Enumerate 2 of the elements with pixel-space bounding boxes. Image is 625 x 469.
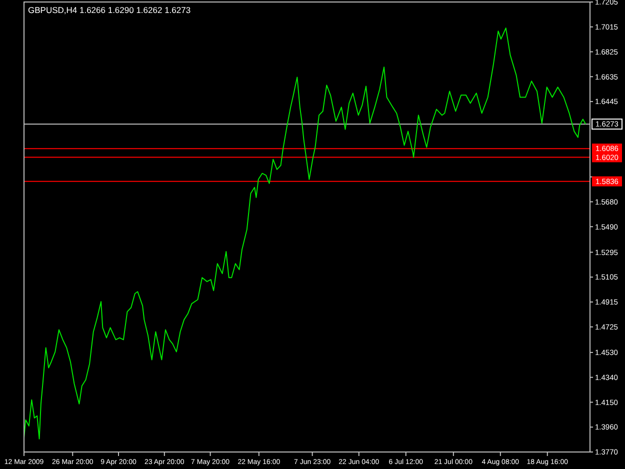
line-series [24, 28, 586, 440]
chart-title: GBPUSD,H4 1.6266 1.6290 1.6262 1.6273 [28, 5, 191, 15]
